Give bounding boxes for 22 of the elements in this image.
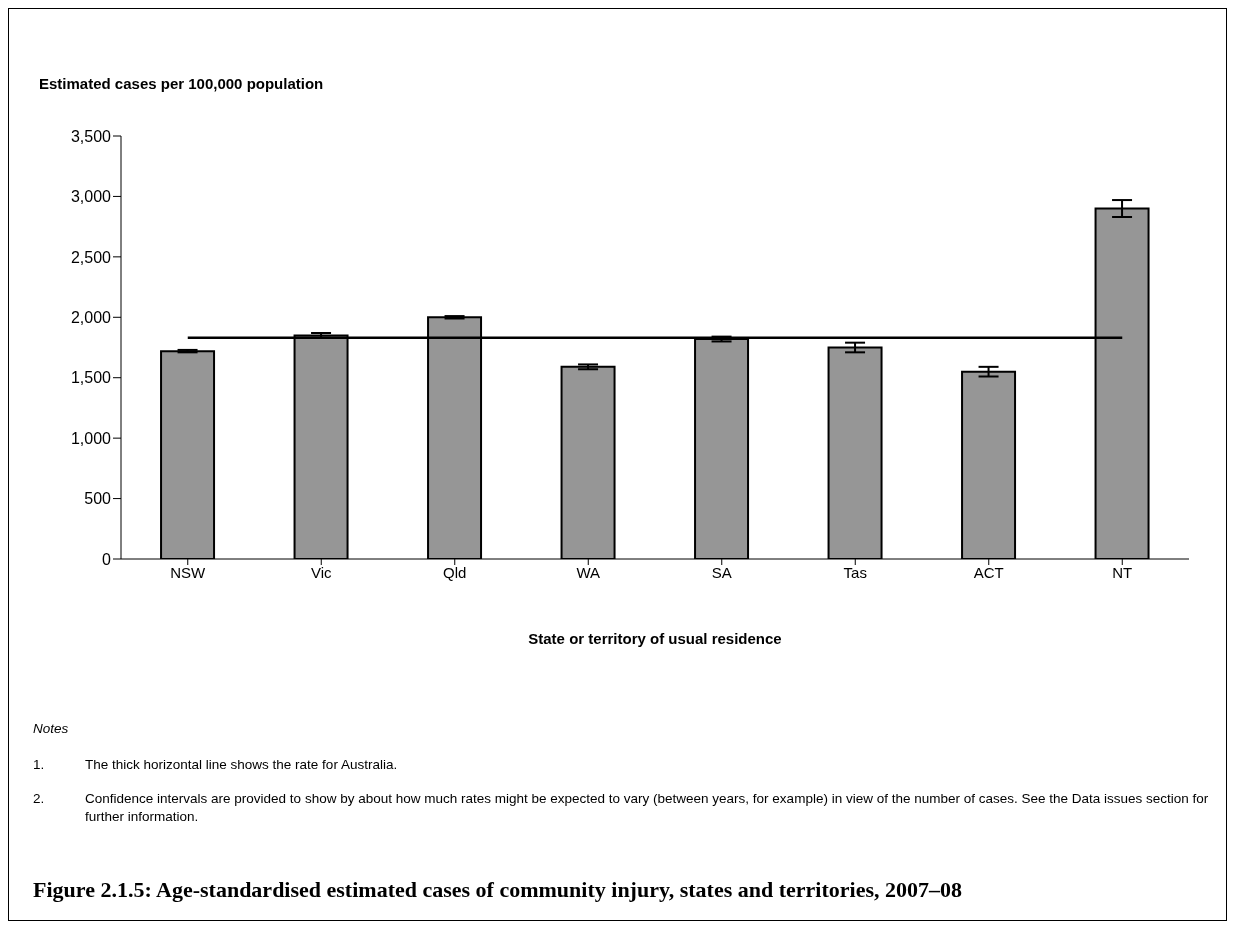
x-tick-label: WA: [576, 563, 601, 581]
y-tick-label: 3,000: [70, 188, 112, 206]
y-axis-title: Estimated cases per 100,000 population: [39, 75, 324, 92]
y-tick-label: 0: [102, 550, 112, 568]
x-axis-title: State or territory of usual residence: [528, 630, 782, 647]
text: 2. Confidence intervals are provided to show by about how much rates might be expected to vary (between years, for example) in view of the number of cases. See the Data issues section for further information.: [33, 791, 1209, 824]
x-tick-label: NSW: [170, 563, 207, 581]
x-tick-label: Vic: [310, 563, 333, 581]
x-tick-label: NT: [1112, 563, 1133, 581]
x-tick-label: ACT: [973, 563, 1004, 581]
y-tick-label: 1,500: [70, 369, 112, 387]
x-tick-label: Qld: [443, 563, 467, 581]
y-tick-label: 2,000: [70, 308, 112, 326]
y-tick-label: 2,500: [70, 248, 112, 266]
text: Figure 2.1.5: Age-standardised estimated cases of community injury, states and territories, 2007–08: [33, 877, 962, 903]
y-tick-label: 3,500: [70, 127, 112, 145]
y-tick-label: 500: [84, 490, 112, 508]
text: Notes: [33, 721, 70, 736]
text: 1. The thick horizontal line shows the rate for Australia.: [33, 757, 398, 772]
x-tick-label: SA: [711, 563, 732, 581]
x-tick-label: Tas: [843, 563, 867, 581]
y-tick-label: 1,000: [70, 429, 112, 447]
